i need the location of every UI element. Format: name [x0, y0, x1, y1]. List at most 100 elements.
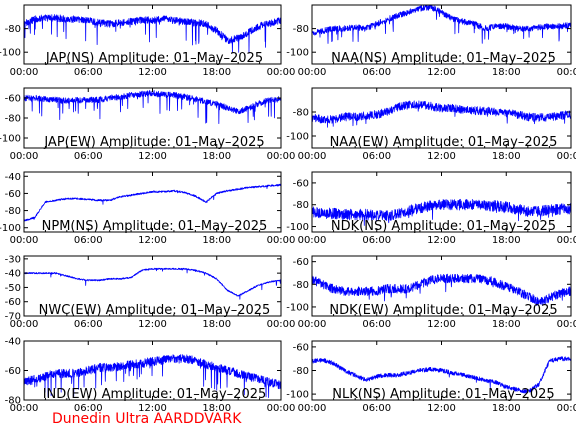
- x-tick-label: 06:00: [362, 151, 391, 162]
- x-tick-label: 00:00: [10, 235, 39, 246]
- y-tick-label: -100: [0, 134, 21, 145]
- amplitude-trace: [24, 267, 281, 300]
- x-tick-label: 18:00: [202, 67, 231, 78]
- x-tick-label: 00:00: [267, 151, 296, 162]
- x-tick-label: 12:00: [138, 403, 167, 414]
- x-tick-label: 00:00: [10, 151, 39, 162]
- amplitude-trace: [312, 100, 571, 128]
- x-tick-label: 00:00: [267, 67, 296, 78]
- amplitude-panel: -100-80-6000:0006:0012:0018:0000:00NLK(N…: [286, 340, 576, 414]
- x-tick-label: 12:00: [427, 67, 456, 78]
- amplitude-panel: -100-80-6000:0006:0012:0018:0000:00NDK(N…: [286, 171, 576, 246]
- amplitude-trace: [312, 356, 571, 394]
- y-tick-label: -80: [5, 396, 21, 407]
- y-tick-label: -100: [286, 222, 309, 233]
- x-tick-label: 00:00: [10, 319, 39, 330]
- amplitude-panel: -100 -80 -60 -40 00:00 06:00 12:00 18:00 00:00NP…: [0, 171, 296, 246]
- amplitude-trace: [312, 5, 571, 44]
- x-tick-label: 00:00: [298, 235, 327, 246]
- y-tick-label: -100: [286, 132, 309, 143]
- x-tick-label: 06:00: [362, 67, 391, 78]
- panel-title: NPM(NS) Amplitude: 01–May–2025: [42, 219, 268, 234]
- y-tick-label: -80: [293, 280, 309, 291]
- y-tick-label: -40: [5, 172, 21, 183]
- panel-title: JAP(EW) Amplitude: 01–May–2025: [43, 135, 264, 150]
- panel-title: NAA(NS) Amplitude: 01–May–2025: [331, 51, 556, 66]
- x-tick-label: 00:00: [298, 319, 327, 330]
- amplitude-panel: -100 -80 00:00 06:00 12:00 18:00 00:00NAA(EW) …: [286, 87, 576, 162]
- x-tick-label: 12:00: [138, 67, 167, 78]
- amplitude-trace: [24, 354, 281, 399]
- x-tick-label: 00:00: [267, 319, 296, 330]
- y-tick-label: -60: [5, 94, 21, 105]
- amplitude-panel: -70 -60 -50 -40 -30 00:00 06:00 12:00 18:00 00:00…: [5, 254, 296, 330]
- y-tick-label: -30: [5, 254, 21, 265]
- x-tick-label: 00:00: [10, 67, 39, 78]
- panel-title: IND(EW) Amplitude: 01–May–2025: [43, 387, 267, 402]
- x-tick-label: 18:00: [202, 235, 231, 246]
- y-tick-label: -60: [5, 366, 21, 377]
- x-tick-label: 18:00: [492, 235, 521, 246]
- amplitude-trace: [24, 183, 281, 222]
- x-tick-label: 12:00: [138, 235, 167, 246]
- x-tick-label: 18:00: [492, 403, 521, 414]
- x-tick-label: 12:00: [138, 151, 167, 162]
- y-tick-label: -100: [286, 302, 309, 313]
- y-tick-label: -40: [5, 337, 21, 348]
- x-tick-label: 06:00: [74, 403, 103, 414]
- y-tick-label: -100: [286, 48, 309, 59]
- panel-title: JAP(NS) Amplitude: 01–May–2025: [45, 51, 263, 66]
- x-tick-label: 00:00: [557, 67, 576, 78]
- x-tick-label: 00:00: [557, 151, 576, 162]
- amplitude-panel: -100-8000:0006:0012:0018:0000:00NAA(NS) …: [286, 4, 576, 78]
- footer-label: Dunedin Ultra AARDDVARK: [52, 411, 242, 427]
- x-tick-label: 06:00: [362, 319, 391, 330]
- y-tick-label: -60: [293, 342, 309, 353]
- x-tick-label: 00:00: [557, 319, 576, 330]
- amplitude-panel: -100 -80 00:00 06:00 12:00 18:00 00:00 JAP(NS) …: [0, 4, 296, 78]
- y-tick-label: -40: [5, 269, 21, 280]
- x-tick-label: 06:00: [74, 235, 103, 246]
- y-tick-label: -100: [286, 390, 309, 401]
- x-tick-label: 06:00: [362, 403, 391, 414]
- y-tick-label: -80: [5, 24, 21, 35]
- y-tick-label: -80: [293, 366, 309, 377]
- x-tick-label: 06:00: [74, 67, 103, 78]
- x-tick-label: 06:00: [74, 319, 103, 330]
- amplitude-trace: [312, 273, 571, 306]
- x-tick-label: 00:00: [267, 235, 296, 246]
- x-tick-label: 12:00: [427, 235, 456, 246]
- x-tick-label: 12:00: [138, 319, 167, 330]
- x-tick-label: 18:00: [202, 151, 231, 162]
- panel-title: NWC(EW) Amplitude: 01–May–2025: [39, 303, 271, 318]
- x-tick-label: 00:00: [557, 235, 576, 246]
- x-tick-label: 06:00: [74, 151, 103, 162]
- panel-title: NDK(NS) Amplitude: 01–May–2025: [331, 219, 556, 234]
- x-tick-label: 00:00: [298, 151, 327, 162]
- y-tick-label: -100: [0, 223, 21, 234]
- x-tick-label: 12:00: [427, 319, 456, 330]
- amplitude-panel: -100 -80 -60 00:00 06:00 12:00 18:00 00:00NDK(E…: [286, 255, 576, 330]
- x-tick-label: 12:00: [427, 403, 456, 414]
- y-tick-label: -60: [293, 257, 309, 268]
- x-tick-label: 18:00: [202, 319, 231, 330]
- x-tick-label: 06:00: [362, 235, 391, 246]
- y-tick-label: -100: [0, 48, 21, 59]
- x-tick-label: 00:00: [298, 403, 327, 414]
- y-tick-label: -60: [293, 178, 309, 189]
- x-tick-label: 18:00: [492, 67, 521, 78]
- amplitude-trace: [24, 89, 281, 125]
- x-tick-label: 12:00: [427, 151, 456, 162]
- y-tick-label: -80: [5, 206, 21, 217]
- amplitude-trace: [24, 14, 281, 54]
- y-tick-label: -80: [5, 114, 21, 125]
- x-tick-label: 00:00: [557, 403, 576, 414]
- panel-title: NDK(EW) Amplitude: 01–May–2025: [329, 303, 557, 318]
- x-tick-label: 18:00: [202, 403, 231, 414]
- x-tick-label: 00:00: [267, 403, 296, 414]
- x-tick-label: 18:00: [492, 151, 521, 162]
- y-tick-label: -50: [5, 283, 21, 294]
